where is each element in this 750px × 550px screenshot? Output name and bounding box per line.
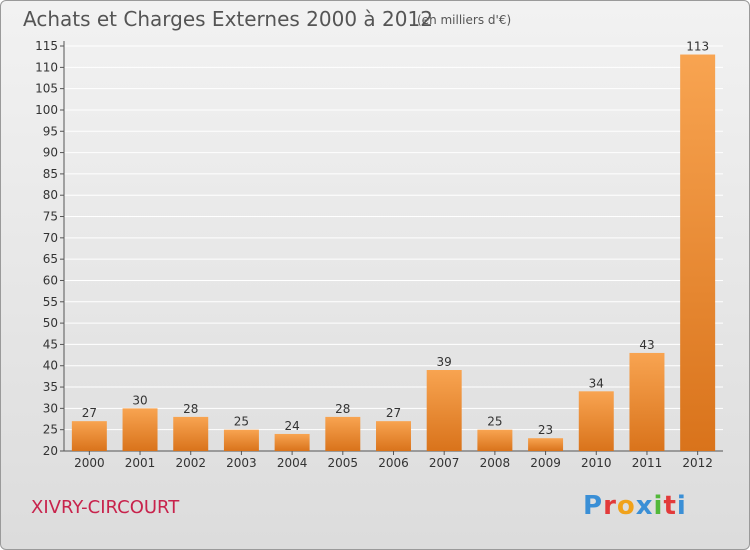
y-tick-label: 30 — [43, 401, 58, 415]
logo-letter: o — [616, 491, 636, 521]
y-tick-label: 55 — [43, 295, 58, 309]
data-label: 39 — [437, 355, 452, 369]
y-tick-label: 95 — [43, 124, 58, 138]
y-tick-label: 45 — [43, 337, 58, 351]
logo-letter: i — [676, 491, 687, 521]
data-label: 27 — [386, 406, 401, 420]
y-tick-label: 25 — [43, 423, 58, 437]
y-tick-label: 60 — [43, 273, 58, 287]
bar — [426, 370, 462, 451]
x-tick-label: 2011 — [632, 456, 663, 470]
bar — [680, 54, 716, 452]
x-tick-label: 2001 — [125, 456, 156, 470]
bar — [578, 391, 614, 451]
bar — [629, 352, 665, 451]
logo-letter: x — [635, 491, 654, 521]
bar — [477, 429, 513, 451]
y-tick-label: 80 — [43, 188, 58, 202]
bar — [376, 421, 411, 451]
y-tick-label: 70 — [43, 231, 58, 245]
data-label: 23 — [538, 423, 553, 437]
chart-title: Achats et Charges Externes 2000 à 2012 — [23, 7, 433, 31]
x-tick-label: 2000 — [74, 456, 105, 470]
bar — [325, 416, 361, 451]
y-tick-label: 110 — [35, 60, 58, 74]
y-tick-label: 65 — [43, 252, 58, 266]
x-tick-label: 2007 — [429, 456, 460, 470]
y-tick-label: 50 — [43, 316, 58, 330]
bar — [223, 429, 259, 451]
y-tick-label: 115 — [35, 39, 58, 53]
bar — [122, 408, 158, 451]
y-tick-label: 75 — [43, 210, 58, 224]
x-tick-label: 2002 — [175, 456, 206, 470]
grid-lines — [64, 45, 723, 452]
x-tick-label: 2006 — [378, 456, 409, 470]
data-label: 24 — [284, 419, 299, 433]
data-label: 27 — [82, 406, 97, 420]
bar — [71, 421, 107, 451]
bars — [71, 54, 716, 452]
data-label: 34 — [589, 376, 604, 390]
bar — [173, 416, 209, 451]
data-label: 113 — [686, 40, 709, 54]
labels: 27 2000 30 2001 28 2002 25 2003 24 2004 28 2005 27 20… — [74, 40, 713, 470]
x-tick-label: 2009 — [530, 456, 561, 470]
logo-letter: t — [663, 491, 677, 521]
data-label: 43 — [639, 338, 654, 352]
data-label: 30 — [132, 393, 147, 407]
x-tick-label: 2010 — [581, 456, 612, 470]
y-tick-label: 90 — [43, 146, 58, 160]
bar — [528, 438, 564, 451]
data-label: 28 — [183, 402, 198, 416]
x-tick-label: 2012 — [682, 456, 713, 470]
data-label: 25 — [487, 415, 502, 429]
y-tick-label: 40 — [43, 359, 58, 373]
y-tick-label: 20 — [43, 444, 58, 458]
x-tick-label: 2004 — [277, 456, 308, 470]
x-tick-label: 2005 — [328, 456, 359, 470]
y-tick-label: 100 — [35, 103, 58, 117]
logo-letter: r — [603, 491, 617, 521]
bar — [274, 433, 310, 451]
x-tick-label: 2003 — [226, 456, 257, 470]
logo-letter: i — [653, 491, 664, 521]
commune-name: XIVRY-CIRCOURT — [31, 497, 180, 518]
x-tick-label: 2008 — [480, 456, 511, 470]
y-tick-label: 105 — [35, 82, 58, 96]
chart-unit: (en milliers d'€) — [417, 13, 512, 27]
data-label: 28 — [335, 402, 350, 416]
y-tick-label: 35 — [43, 380, 58, 394]
logo-letter: P — [583, 491, 604, 521]
y-tick-label: 85 — [43, 167, 58, 181]
data-label: 25 — [234, 415, 249, 429]
proxiti-logo: Proxiti — [583, 491, 687, 521]
